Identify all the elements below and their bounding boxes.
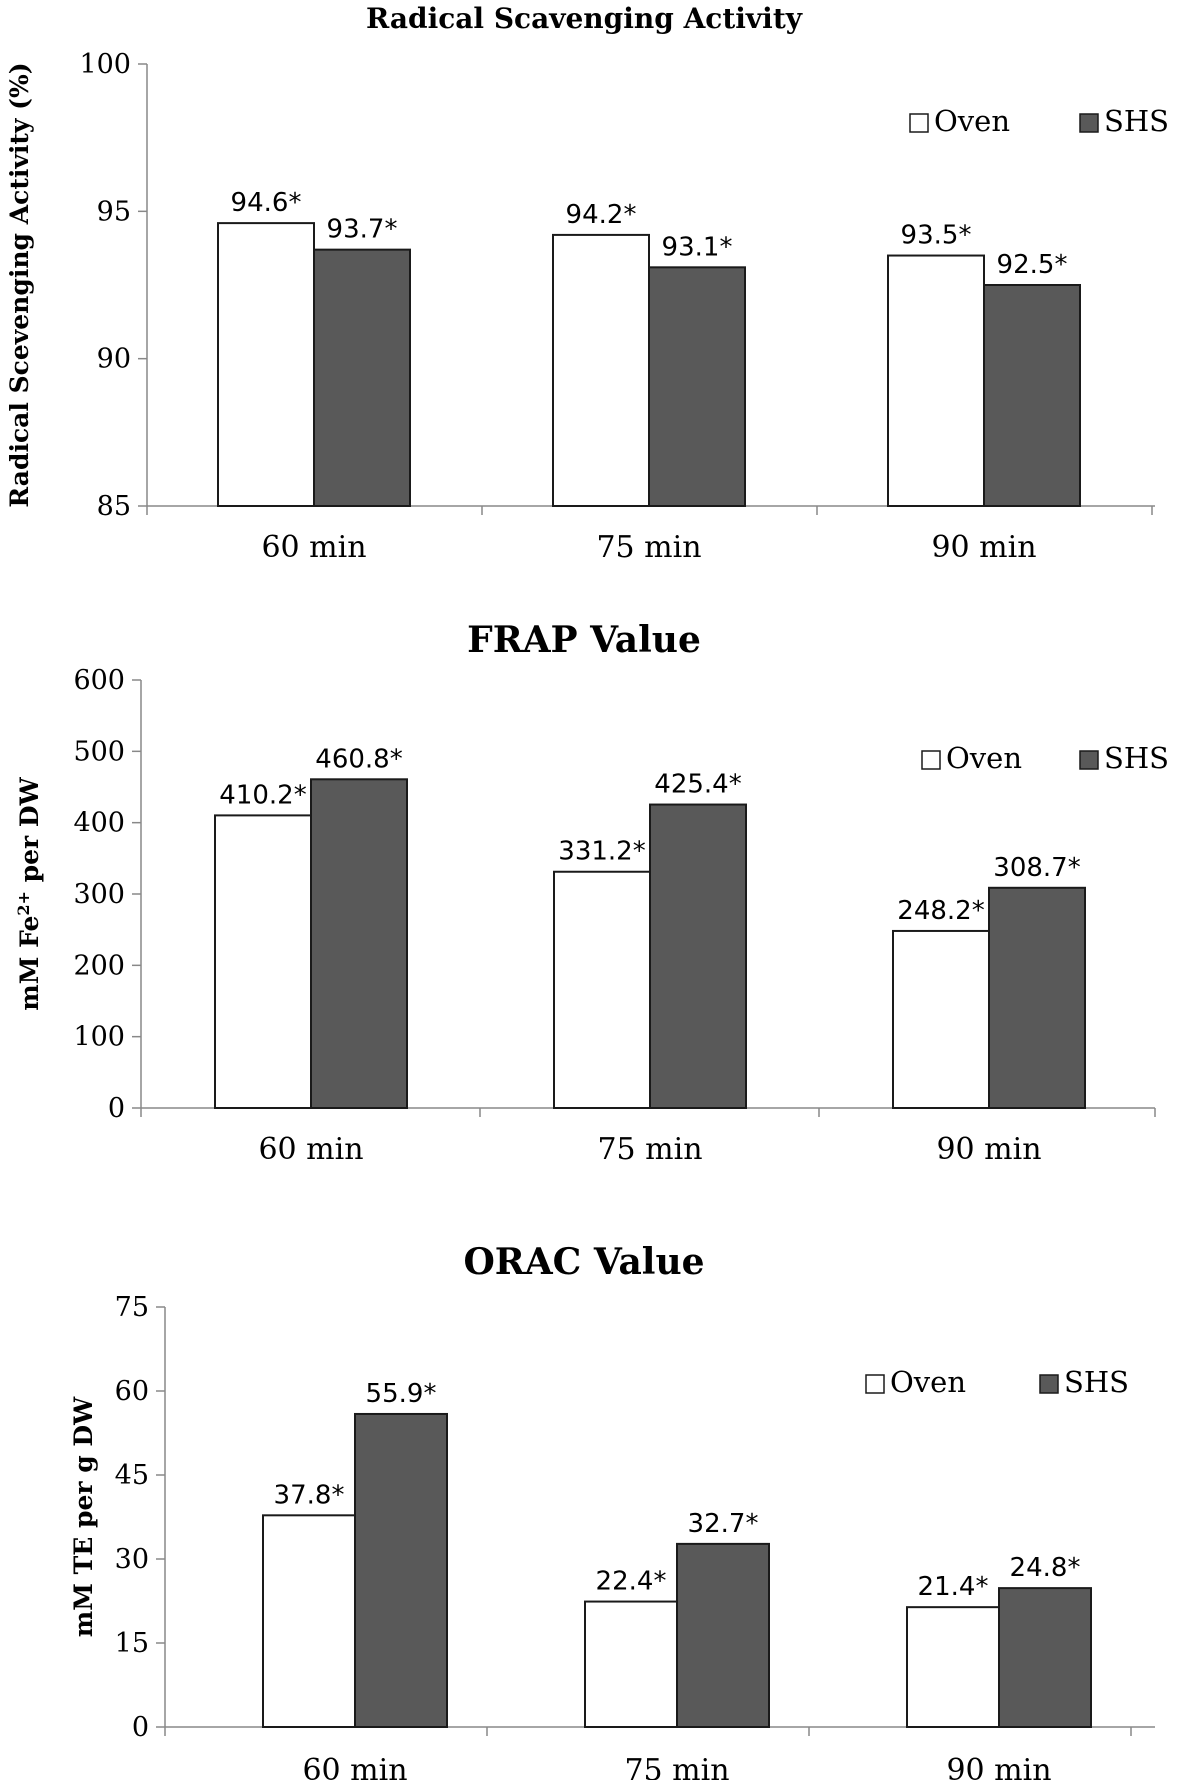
y-axis-label-main: mM Fe — [15, 916, 44, 1011]
y-tick-label: 300 — [73, 879, 125, 910]
y-axis-label-main: mM TE per g DW — [69, 1396, 98, 1637]
legend-swatch-oven — [921, 750, 941, 770]
data-label: 21.4* — [918, 1572, 989, 1602]
bar-oven — [887, 254, 985, 507]
y-tick-label: 75 — [115, 1292, 149, 1323]
y-tick-label: 45 — [115, 1460, 149, 1491]
data-label: 460.8* — [315, 744, 402, 774]
bar-oven — [552, 233, 650, 507]
x-category-label: 90 min — [936, 1132, 1041, 1167]
y-tick-label: 85 — [97, 491, 131, 522]
chart-title: ORAC Value — [463, 1241, 704, 1283]
bar-oven — [217, 222, 315, 507]
frap-chart: FRAP Value mM Fe2+ per DW 0 100 200 300 400 500… — [14, 619, 1170, 1167]
legend-swatch-shs — [1079, 113, 1099, 133]
y-tick-label: 0 — [108, 1093, 125, 1124]
data-label: 93.5* — [901, 221, 972, 251]
bar-oven — [584, 1600, 678, 1728]
orac-chart: ORAC Value mM TE per g DW 0 15 30 45 60 75 60 mi… — [69, 1241, 1155, 1780]
data-label: 32.7* — [688, 1509, 759, 1539]
data-label: 93.1* — [662, 232, 733, 262]
legend-swatch-shs — [1039, 1374, 1059, 1394]
data-label: 94.6* — [231, 188, 302, 218]
y-tick-label: 0 — [132, 1712, 149, 1743]
y-tick-label: 60 — [115, 1376, 149, 1407]
data-label: 248.2* — [897, 896, 984, 926]
y-tick-label: 600 — [73, 665, 125, 696]
y-axis-label-superscript: 2+ — [14, 891, 33, 916]
bar-shs — [310, 778, 408, 1110]
chart-title: FRAP Value — [467, 619, 701, 661]
x-category-label: 90 min — [931, 530, 1036, 565]
y-tick-label: 400 — [73, 808, 125, 839]
y-tick-label: 90 — [97, 344, 131, 375]
data-label: 425.4* — [654, 770, 741, 800]
x-category-label: 60 min — [261, 530, 366, 565]
legend-label-oven: Oven — [890, 1365, 966, 1399]
legend-label-shs: SHS — [1104, 104, 1169, 138]
data-label: 331.2* — [558, 837, 645, 867]
data-label: 37.8* — [274, 1480, 345, 1510]
legend-swatch-oven — [909, 113, 929, 133]
y-axis-label: mM Fe2+ per DW — [14, 776, 45, 1010]
x-category-label: 90 min — [946, 1753, 1051, 1780]
chart-title: Radical Scavenging Activity — [366, 2, 803, 35]
bar-oven — [214, 814, 312, 1110]
y-tick-label: 200 — [73, 950, 125, 981]
data-label: 24.8* — [1010, 1553, 1081, 1583]
bar-shs — [313, 248, 411, 507]
y-tick-label: 100 — [73, 1022, 125, 1053]
bar-oven — [262, 1514, 356, 1728]
bar-shs — [998, 1587, 1092, 1728]
data-label: 94.2* — [566, 200, 637, 230]
bar-shs — [983, 284, 1081, 507]
data-label: 410.2* — [219, 780, 306, 810]
bar-shs — [676, 1542, 770, 1728]
data-label: 93.7* — [327, 215, 398, 245]
bar-shs — [649, 803, 747, 1109]
bar-oven — [553, 870, 651, 1109]
y-tick-label: 30 — [115, 1544, 149, 1575]
legend-swatch-shs — [1079, 750, 1099, 770]
x-category-label: 75 min — [596, 530, 701, 565]
bar-oven — [892, 929, 990, 1109]
bar-shs — [354, 1412, 448, 1729]
legend-swatch-oven — [865, 1374, 885, 1394]
data-label: 308.7* — [993, 853, 1080, 883]
legend-label-shs: SHS — [1104, 741, 1169, 775]
legend-label-oven: Oven — [934, 104, 1010, 138]
radical-scavenging-chart: Radical Scavenging Activity Radical Sceve… — [5, 2, 1169, 565]
legend-label-shs: SHS — [1064, 1365, 1129, 1399]
y-tick-label: 15 — [115, 1628, 149, 1659]
x-category-label: 75 min — [597, 1132, 702, 1167]
data-label: 22.4* — [596, 1567, 667, 1597]
y-axis-label: mM TE per g DW — [69, 1396, 98, 1637]
bar-shs — [648, 266, 746, 507]
data-label: 55.9* — [366, 1379, 437, 1409]
y-axis-label-suffix: per DW — [15, 776, 44, 891]
y-tick-label: 95 — [97, 196, 131, 227]
data-label: 92.5* — [997, 250, 1068, 280]
y-axis-label: Radical Scevenging Activity (%) — [5, 62, 34, 507]
legend-label-oven: Oven — [946, 741, 1022, 775]
x-category-label: 75 min — [624, 1753, 729, 1780]
bar-shs — [988, 886, 1086, 1109]
x-category-label: 60 min — [258, 1132, 363, 1167]
bar-oven — [906, 1606, 1000, 1728]
y-tick-label: 100 — [79, 49, 131, 80]
y-axis-label-main: Radical Scevenging Activity (%) — [5, 62, 34, 507]
x-category-label: 60 min — [302, 1753, 407, 1780]
y-tick-label: 500 — [73, 736, 125, 767]
